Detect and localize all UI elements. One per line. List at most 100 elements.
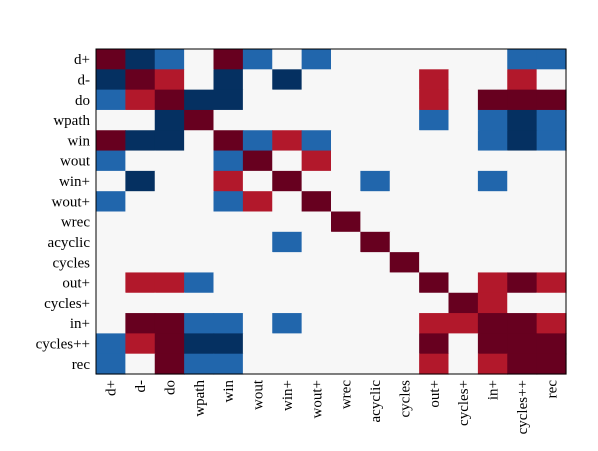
heatmap-cell-in+-cycles++ <box>507 313 538 334</box>
heatmap-cell-do-win+ <box>272 89 303 111</box>
heatmap-cell-cycles+-cycles+ <box>448 292 479 314</box>
heatmap-cell-wout-cycles++ <box>507 150 538 172</box>
heatmap-cell-win-cycles+ <box>448 130 479 152</box>
heatmap-cell-win-do <box>154 130 185 152</box>
heatmap-cell-d+-d- <box>125 49 156 70</box>
heatmap-cell-wpath-cycles <box>389 109 420 131</box>
heatmap-cell-win-wout <box>242 130 273 152</box>
heatmap-cell-wrec-do <box>154 211 185 233</box>
heatmap-cell-wpath-wout+ <box>301 109 332 131</box>
heatmap-cell-win-win+ <box>272 130 303 152</box>
heatmap-cell-rec-cycles++ <box>507 353 538 375</box>
heatmap-cell-acyclic-cycles <box>389 231 420 253</box>
heatmap-cell-wpath-rec <box>536 109 567 131</box>
heatmap-cell-win-wpath <box>184 130 215 152</box>
heatmap-cell-cycles++-cycles++ <box>507 333 538 355</box>
heatmap-cell-rec-in+ <box>477 353 508 375</box>
heatmap-cell-acyclic-out+ <box>419 231 450 253</box>
y-tick-label: win+ <box>59 174 90 190</box>
heatmap-cell-rec-rec <box>536 353 567 375</box>
heatmap-cell-rec-wpath <box>184 353 215 375</box>
x-tick-label: wpath <box>192 380 208 417</box>
heatmap-cell-wout-wrec <box>331 150 361 172</box>
heatmap-cell-d+-d+ <box>96 49 126 70</box>
heatmap-cell-win-rec <box>536 130 567 152</box>
heatmap-cell-wpath-win <box>213 109 244 131</box>
heatmap-cell-rec-d+ <box>96 353 126 375</box>
heatmap-cell-rec-win+ <box>272 353 303 375</box>
heatmap-cell-wout+-wout+ <box>301 191 332 213</box>
heatmap-cell-wpath-in+ <box>477 109 508 131</box>
heatmap-cell-cycles++-in+ <box>477 333 508 355</box>
heatmap-cell-wout+-acyclic <box>360 191 391 213</box>
heatmap-cell-win+-wrec <box>331 170 361 192</box>
heatmap-cell-wrec-wrec <box>331 211 361 233</box>
heatmap-cell-cycles-wrec <box>331 252 361 274</box>
heatmap-cell-out+-in+ <box>477 272 508 294</box>
heatmap-cell-out+-do <box>154 272 185 294</box>
heatmap-cell-cycles++-wout <box>242 333 273 355</box>
heatmap-cell-do-wout+ <box>301 89 332 111</box>
heatmap-cell-out+-wout <box>242 272 273 294</box>
heatmap-cell-win-d- <box>125 130 156 152</box>
heatmap-cell-in+-out+ <box>419 313 450 334</box>
heatmap-cell-do-do <box>154 89 185 111</box>
x-tick-label: d+ <box>104 380 120 396</box>
heatmap-cell-wout-rec <box>536 150 567 172</box>
heatmap-cell-wout-cycles <box>389 150 420 172</box>
y-tick-label: win <box>68 133 91 149</box>
heatmap-cell-rec-win <box>213 353 244 375</box>
heatmap-cell-acyclic-d+ <box>96 231 126 253</box>
y-tick-label: wout+ <box>52 194 90 210</box>
heatmap-cell-in+-acyclic <box>360 313 391 334</box>
y-tick-label: cycles+ <box>44 296 90 312</box>
y-tick-label: wout <box>60 154 91 170</box>
heatmap-cell-d--d- <box>125 69 156 91</box>
heatmap-cell-do-cycles <box>389 89 420 111</box>
heatmap-cell-rec-wrec <box>331 353 361 375</box>
heatmap-cell-in+-win <box>213 313 244 334</box>
heatmap-cell-cycles-out+ <box>419 252 450 274</box>
heatmap-cell-wrec-wout+ <box>301 211 332 233</box>
heatmap-cell-cycles+-rec <box>536 292 567 314</box>
heatmap-cell-wrec-d- <box>125 211 156 233</box>
heatmap-cell-d--cycles <box>389 69 420 91</box>
heatmap-cell-cycles-d- <box>125 252 156 274</box>
heatmap-cell-acyclic-do <box>154 231 185 253</box>
heatmap-cell-wrec-in+ <box>477 211 508 233</box>
heatmap-cell-wout+-out+ <box>419 191 450 213</box>
heatmap-cell-wout-out+ <box>419 150 450 172</box>
x-tick-label: rec <box>544 380 560 399</box>
heatmap-cell-wout-do <box>154 150 185 172</box>
heatmap-cell-out+-out+ <box>419 272 450 294</box>
heatmap-cell-wpath-cycles+ <box>448 109 479 131</box>
heatmap-cell-do-cycles++ <box>507 89 538 111</box>
heatmap-cell-cycles++-wpath <box>184 333 215 355</box>
heatmap-cell-cycles-cycles <box>389 252 420 274</box>
heatmap-cell-wpath-wout <box>242 109 273 131</box>
heatmap-cell-win+-in+ <box>477 170 508 192</box>
heatmap-cell-wout+-wout <box>242 191 273 213</box>
heatmap-cell-do-acyclic <box>360 89 391 111</box>
heatmap-cell-in+-do <box>154 313 185 334</box>
y-tick-label: out+ <box>62 276 90 292</box>
x-tick-label: cycles+ <box>456 380 472 426</box>
heatmap-cell-do-d- <box>125 89 156 111</box>
heatmap-cell-cycles++-win+ <box>272 333 303 355</box>
heatmap-cell-out+-cycles <box>389 272 420 294</box>
heatmap-cell-acyclic-wrec <box>331 231 361 253</box>
heatmap-cell-wout-win+ <box>272 150 303 172</box>
x-tick-label: wrec <box>339 380 355 409</box>
heatmap-cell-d+-rec <box>536 49 567 70</box>
heatmap-cell-acyclic-cycles+ <box>448 231 479 253</box>
heatmap-cell-wrec-rec <box>536 211 567 233</box>
heatmap-cell-win+-win <box>213 170 244 192</box>
heatmap-cell-cycles++-d- <box>125 333 156 355</box>
heatmap-cell-cycles+-in+ <box>477 292 508 314</box>
heatmap-cell-cycles-in+ <box>477 252 508 274</box>
heatmap-cell-cycles++-rec <box>536 333 567 355</box>
heatmap-cell-rec-cycles <box>389 353 420 375</box>
heatmap-cell-acyclic-win <box>213 231 244 253</box>
heatmap-cell-d+-cycles <box>389 49 420 70</box>
heatmap-cell-cycles++-cycles <box>389 333 420 355</box>
